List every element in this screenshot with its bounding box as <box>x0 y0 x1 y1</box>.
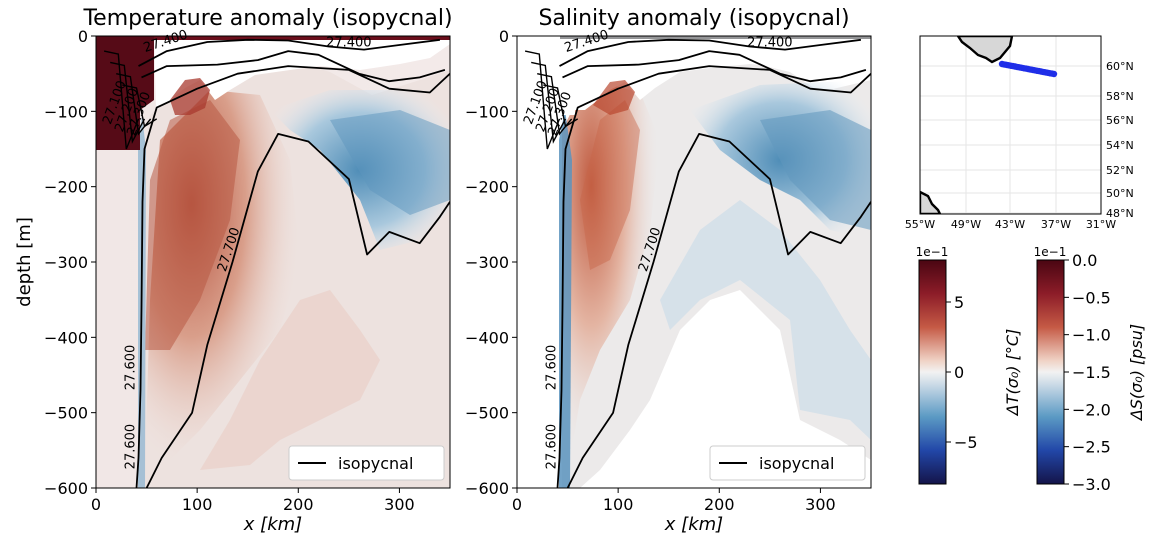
contour-label: 27.400 <box>747 36 793 51</box>
salinity-field <box>517 36 871 488</box>
x-tick-label: 200 <box>704 495 735 514</box>
map-lat-label: 60°N <box>1106 60 1134 73</box>
greenland-coast <box>956 36 1014 64</box>
map-lat-label: 50°N <box>1106 187 1134 200</box>
temperature-colorbar-scale: 1e−1 <box>916 245 949 259</box>
salinity-colorbar-ticks: 0.0 −0.5 −1.0 −1.5 −2.0 −2.5 −3.0 <box>1064 251 1111 494</box>
map-lon-label: 31°W <box>1086 218 1116 231</box>
map-lat-label: 56°N <box>1106 114 1134 127</box>
temperature-ylabel: depth [m] <box>14 217 35 307</box>
map-lon-label: 43°W <box>995 218 1025 231</box>
temperature-colorbar-label: ΔT(σ₀) [°C] <box>1003 329 1022 418</box>
map-lon-label: 37°W <box>1041 218 1071 231</box>
map-lon-label: 55°W <box>905 218 935 231</box>
shallow-isopycnal-line <box>103 50 140 150</box>
salinity-xlabel: x [km] <box>664 514 723 535</box>
y-tick-label: −200 <box>465 178 509 197</box>
colorbar-tick-label: −0.5 <box>1072 288 1111 307</box>
map-lon-label: 49°W <box>951 218 981 231</box>
y-tick-label: −200 <box>44 178 88 197</box>
contour-label: 27.600 <box>123 424 138 470</box>
section-track-point <box>1050 70 1058 78</box>
map-lat-label: 54°N <box>1106 139 1134 152</box>
newfoundland-coast <box>920 190 942 214</box>
x-tick-label: 0 <box>512 495 522 514</box>
salinity-legend: isopycnal <box>709 445 866 481</box>
colorbar-tick-label: 0.0 <box>1072 251 1097 270</box>
colorbar-tick-label: −2.0 <box>1072 400 1111 419</box>
salinity-colorbar-gradient <box>1036 259 1065 485</box>
colorbar-tick-label: −2.5 <box>1072 438 1111 457</box>
isopycnal-line <box>562 50 867 83</box>
isopycnal-line <box>141 50 446 83</box>
map-lat-label: 58°N <box>1106 90 1134 103</box>
colorbar-tick-label: −5 <box>954 433 978 452</box>
y-tick-label: −100 <box>465 102 509 121</box>
isopycnal-line <box>138 38 441 67</box>
y-tick-label: −600 <box>465 479 509 498</box>
x-tick-label: 300 <box>384 495 415 514</box>
salinity-panel-title: Salinity anomaly (isopycnal) <box>538 6 849 31</box>
contour-label: 27.600 <box>123 345 138 391</box>
salinity-isopycnal-lines <box>524 38 871 488</box>
y-tick-label: 0 <box>499 27 509 46</box>
temperature-legend-label: isopycnal <box>338 454 413 473</box>
temperature-panel-title: Temperature anomaly (isopycnal) <box>82 6 452 31</box>
map-labels: 55°W 49°W 43°W 37°W 31°W 60°N 58°N 56°N 54°N 52°N… <box>905 60 1134 231</box>
colorbar-tick-label: −1.5 <box>1072 363 1111 382</box>
isopycnal-line <box>556 65 871 488</box>
x-tick-label: 300 <box>805 495 836 514</box>
y-tick-label: −400 <box>465 328 509 347</box>
shallow-isopycnal-line <box>524 50 561 150</box>
temperature-colorbar-gradient <box>918 259 947 485</box>
x-tick-label: 0 <box>91 495 101 514</box>
x-tick-label: 100 <box>603 495 634 514</box>
salinity-anomaly-panel: Salinity anomaly (isopycnal) 0 100 200 3000… <box>465 6 872 535</box>
section-track <box>998 60 1058 78</box>
isopycnal-line <box>566 132 871 488</box>
isopycnal-line <box>559 38 862 67</box>
salinity-legend-box <box>709 445 866 481</box>
y-tick-label: −500 <box>465 404 509 423</box>
y-tick-label: −500 <box>44 404 88 423</box>
isopycnal-line <box>135 65 450 488</box>
y-tick-label: −100 <box>44 102 88 121</box>
y-tick-label: 0 <box>78 27 88 46</box>
temperature-colorbar-ticks: 5 0 −5 <box>946 293 978 452</box>
salinity-legend-label: isopycnal <box>759 454 834 473</box>
temperature-field <box>96 36 450 488</box>
colorbar-tick-label: 0 <box>954 363 964 382</box>
isopycnal-line <box>145 132 450 488</box>
colorbar-tick-label: −3.0 <box>1072 475 1111 494</box>
temperature-legend: isopycnal <box>288 445 445 481</box>
temperature-xlabel: x [km] <box>243 514 302 535</box>
colorbar-tick-label: 5 <box>954 293 964 312</box>
temperature-anomaly-panel: Temperature anomaly (isopycnal) 0 100 200 3… <box>14 6 453 535</box>
colorbar-tick-label: −1.0 <box>1072 326 1111 345</box>
y-tick-label: −300 <box>44 253 88 272</box>
x-tick-label: 200 <box>283 495 314 514</box>
location-map: 55°W 49°W 43°W 37°W 31°W 60°N 58°N 56°N 54°N 52°N… <box>905 35 1134 231</box>
y-tick-label: −600 <box>44 479 88 498</box>
map-lat-label: 52°N <box>1106 164 1134 177</box>
salinity-colorbar-scale: 1e−1 <box>1034 245 1067 259</box>
map-lat-label: 48°N <box>1106 207 1134 220</box>
map-gridlines <box>920 36 1101 214</box>
shallow-isopycnal-line <box>543 84 579 128</box>
temperature-colorbar: 1e−1 5 0 −5 ΔT(σ₀) [°C] <box>916 245 1022 485</box>
salinity-axis-ticks: 0 100 200 300 0 −100 −200 −300 −400 −500 −600 <box>465 27 836 514</box>
y-tick-label: −300 <box>465 253 509 272</box>
shallow-isopycnal-line <box>122 84 158 128</box>
temperature-axis-ticks: 0 100 200 300 0 −100 −200 −300 −400 −500 −600 <box>44 27 415 514</box>
contour-label: 27.600 <box>544 345 559 391</box>
x-tick-label: 100 <box>182 495 213 514</box>
y-tick-label: −400 <box>44 328 88 347</box>
temperature-legend-box <box>288 445 445 481</box>
salinity-colorbar-label: ΔS(σ₀) [psu] <box>1127 324 1146 422</box>
temperature-isopycnal-lines <box>103 38 450 488</box>
contour-label: 27.400 <box>326 36 372 51</box>
salinity-colorbar: 1e−1 0.0 −0.5 −1.0 −1.5 −2.0 −2.5 −3.0 ΔS(σ₀) … <box>1034 245 1146 494</box>
contour-label: 27.600 <box>544 424 559 470</box>
